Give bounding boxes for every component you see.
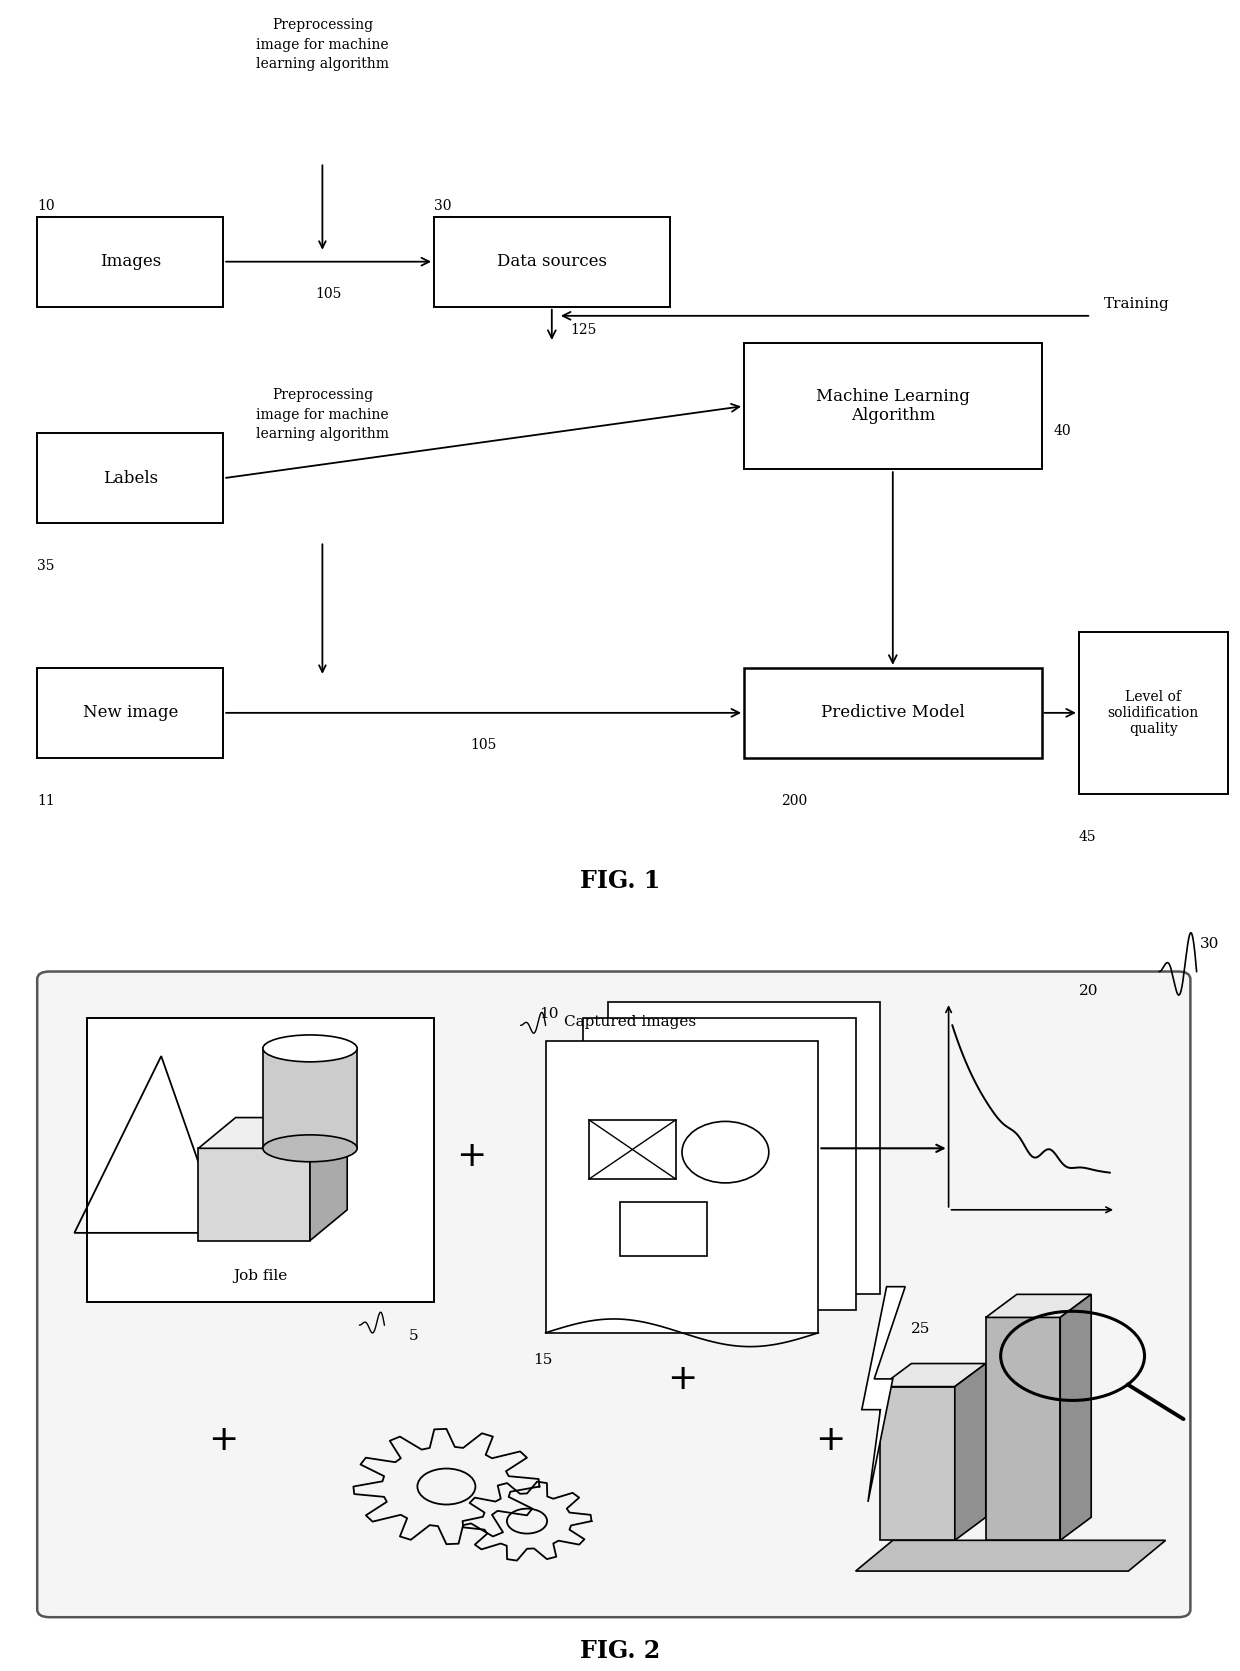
FancyBboxPatch shape	[37, 668, 223, 759]
FancyBboxPatch shape	[1079, 632, 1228, 794]
Text: +: +	[667, 1362, 697, 1395]
Text: +: +	[456, 1140, 486, 1173]
Text: 125: 125	[570, 323, 596, 338]
FancyBboxPatch shape	[546, 1041, 818, 1333]
Text: 200: 200	[781, 794, 807, 809]
FancyBboxPatch shape	[986, 1317, 1060, 1541]
Text: Images: Images	[99, 254, 161, 271]
Text: 40: 40	[1054, 424, 1071, 438]
FancyBboxPatch shape	[744, 343, 1042, 470]
Text: 10: 10	[539, 1006, 559, 1021]
Text: 5: 5	[409, 1330, 419, 1343]
FancyBboxPatch shape	[263, 1048, 357, 1148]
Text: 105: 105	[315, 287, 342, 301]
Polygon shape	[198, 1118, 347, 1148]
Text: 10: 10	[37, 199, 55, 212]
Polygon shape	[955, 1364, 986, 1541]
FancyBboxPatch shape	[880, 1387, 955, 1541]
Ellipse shape	[263, 1034, 357, 1061]
FancyBboxPatch shape	[608, 1003, 880, 1295]
FancyBboxPatch shape	[37, 217, 223, 307]
Polygon shape	[1060, 1295, 1091, 1541]
Polygon shape	[880, 1364, 986, 1387]
Text: +: +	[208, 1424, 238, 1457]
Text: Data sources: Data sources	[497, 254, 606, 271]
FancyBboxPatch shape	[37, 971, 1190, 1618]
Text: 15: 15	[533, 1352, 553, 1367]
Text: +: +	[816, 1424, 846, 1457]
Text: 45: 45	[1079, 830, 1096, 844]
FancyBboxPatch shape	[744, 668, 1042, 759]
Text: 11: 11	[37, 794, 55, 809]
Text: FIG. 1: FIG. 1	[580, 869, 660, 894]
Polygon shape	[856, 1541, 1166, 1571]
Text: Preprocessing
image for machine
learning algorithm: Preprocessing image for machine learning…	[255, 18, 389, 72]
FancyBboxPatch shape	[87, 1018, 434, 1302]
Polygon shape	[310, 1118, 347, 1240]
Text: Predictive Model: Predictive Model	[821, 705, 965, 722]
FancyBboxPatch shape	[434, 217, 670, 307]
Text: FIG. 2: FIG. 2	[580, 1639, 660, 1663]
FancyBboxPatch shape	[37, 433, 223, 523]
FancyBboxPatch shape	[620, 1201, 707, 1257]
Text: Preprocessing
image for machine
learning algorithm: Preprocessing image for machine learning…	[255, 388, 389, 441]
Polygon shape	[986, 1295, 1091, 1317]
Text: New image: New image	[83, 705, 177, 722]
Text: Training: Training	[1104, 297, 1169, 311]
Text: Machine Learning
Algorithm: Machine Learning Algorithm	[816, 388, 970, 424]
Text: 25: 25	[911, 1322, 931, 1335]
Text: Labels: Labels	[103, 470, 157, 486]
FancyBboxPatch shape	[589, 1120, 676, 1180]
Text: 30: 30	[434, 199, 451, 212]
Text: 20: 20	[1079, 984, 1099, 998]
FancyBboxPatch shape	[198, 1148, 310, 1240]
Text: 30: 30	[1200, 937, 1220, 951]
Text: 105: 105	[470, 739, 497, 752]
Polygon shape	[862, 1287, 905, 1502]
Text: 35: 35	[37, 560, 55, 573]
Ellipse shape	[263, 1135, 357, 1161]
Ellipse shape	[682, 1121, 769, 1183]
FancyBboxPatch shape	[583, 1018, 856, 1310]
Text: Job file: Job file	[233, 1268, 288, 1283]
Text: Level of
solidification
quality: Level of solidification quality	[1107, 690, 1199, 735]
Text: Captured images: Captured images	[564, 1014, 697, 1029]
